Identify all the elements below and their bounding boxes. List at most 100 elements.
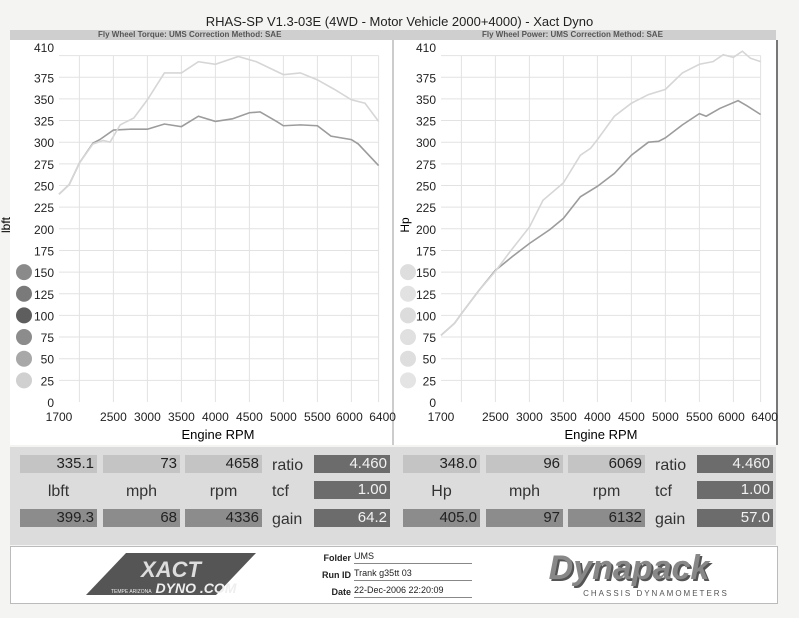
x-tick-label: 5500 [304, 410, 331, 424]
legend-dot [400, 350, 416, 367]
readout-unit-label: lbft [47, 483, 70, 500]
runid-label: Run ID [322, 570, 351, 580]
y-tick-label: 125 [34, 288, 54, 302]
y-tick-label: 325 [34, 115, 54, 129]
ratio-value: 4.460 [697, 455, 773, 473]
y-tick-label: 350 [34, 93, 54, 107]
x-tick-label: 1700 [46, 410, 73, 424]
y-tick-label: 0 [429, 396, 436, 410]
legend-dot [16, 329, 32, 346]
x-tick-label: 4500 [618, 410, 645, 424]
readout-top-value: 6069 [568, 455, 645, 473]
ratio-label: ratio [272, 457, 304, 474]
y-tick-label: 350 [416, 93, 436, 107]
readout-bottom-value: 68 [103, 509, 180, 527]
readout-unit-label: mph [508, 483, 541, 500]
y-tick-label: 175 [34, 244, 54, 258]
y-tick-label: 325 [416, 115, 436, 129]
date-label: Date [331, 587, 351, 597]
legend-dot [400, 372, 416, 389]
y-tick-label: 250 [416, 180, 436, 194]
tcf-label: tcf [272, 483, 289, 500]
y-tick-label: 300 [416, 136, 436, 150]
readout-unit-label: rpm [209, 483, 238, 500]
readout-top-value: 335.1 [20, 455, 97, 473]
gain-label: gain [272, 511, 303, 528]
torque-subtitle: Fly Wheel Torque: UMS Correction Method:… [98, 30, 282, 39]
legend-dot [16, 350, 32, 367]
torque-y-axis-label: lbft [0, 216, 13, 233]
legend-dot [400, 264, 416, 281]
svg-text:TEMPE ARIZONA: TEMPE ARIZONA [111, 589, 152, 595]
y-tick-label: 225 [416, 201, 436, 215]
y-tick-label: 0 [47, 396, 54, 410]
gain-label: gain [655, 511, 686, 528]
y-tick-label: 410 [416, 41, 436, 55]
readout-bottom-value: 4336 [185, 509, 262, 527]
ratio-label: ratio [655, 457, 687, 474]
y-tick-label: 50 [423, 353, 437, 367]
y-tick-label: 100 [416, 309, 436, 323]
x-tick-label: 2500 [482, 410, 509, 424]
torque-x-axis-label: Engine RPM [182, 427, 255, 442]
footer-panel: XACT DYNO .COM TEMPE ARIZONA Folder UMS … [10, 546, 778, 604]
x-tick-label: 4000 [584, 410, 611, 424]
x-tick-label: 5000 [652, 410, 679, 424]
x-tick-label: 4500 [236, 410, 263, 424]
charts-area [10, 40, 778, 445]
y-tick-label: 175 [416, 244, 436, 258]
x-tick-label: 4000 [202, 410, 229, 424]
ratio-value: 4.460 [314, 455, 390, 473]
x-tick-label: 5500 [686, 410, 713, 424]
y-tick-label: 375 [416, 71, 436, 85]
readout-top-value: 96 [486, 455, 563, 473]
x-tick-label: 3500 [550, 410, 577, 424]
y-tick-label: 250 [34, 180, 54, 194]
readout-top-value: 4658 [185, 455, 262, 473]
y-tick-label: 375 [34, 71, 54, 85]
x-tick-label: 6400 [751, 410, 778, 424]
readout-top-value: 73 [103, 455, 180, 473]
power-y-axis-label: Hp [398, 217, 412, 233]
tcf-value: 1.00 [314, 481, 390, 499]
svg-text:XACT: XACT [139, 557, 202, 582]
y-tick-label: 275 [416, 158, 436, 172]
y-tick-label: 75 [423, 331, 437, 345]
y-tick-label: 25 [423, 374, 437, 388]
date-value: 22-Dec-2006 22:20:09 [354, 585, 472, 598]
subtitle-strip [10, 30, 776, 40]
legend-dot [400, 285, 416, 302]
x-tick-label: 6400 [369, 410, 396, 424]
y-tick-label: 150 [416, 266, 436, 280]
legend-dot [16, 264, 32, 281]
x-tick-label: 2500 [100, 410, 127, 424]
legend-dot [400, 329, 416, 346]
readout-bottom-value: 405.0 [403, 509, 480, 527]
y-tick-label: 50 [41, 353, 55, 367]
charts-svg: lbft Engine RPM Hp Engine RPM 0 25 50 75 100… [0, 40, 778, 445]
folder-label: Folder [323, 553, 351, 563]
power-curve-light [440, 50, 761, 336]
readout-bottom-value: 97 [486, 509, 563, 527]
y-tick-label: 300 [34, 136, 54, 150]
torque-curve-dark [58, 111, 380, 195]
power-subtitle: Fly Wheel Power: UMS Correction Method: … [482, 30, 663, 39]
report-title: RHAS-SP V1.3-03E (4WD - Motor Vehicle 20… [205, 14, 594, 29]
runid-value: Trank g35tt 03 [354, 568, 472, 581]
x-tick-label: 6000 [336, 410, 363, 424]
readout-unit-label: mph [125, 483, 158, 500]
torque-curve-light [58, 55, 380, 195]
legend-dot [16, 372, 32, 389]
x-tick-label: 3000 [134, 410, 161, 424]
x-tick-label: 3000 [516, 410, 543, 424]
y-tick-label: 150 [34, 266, 54, 280]
y-tick-label: 100 [34, 309, 54, 323]
y-tick-label: 410 [34, 41, 54, 55]
dynapack-logo: Dynapack [548, 549, 710, 587]
xact-dyno-logo: XACT DYNO .COM TEMPE ARIZONA [86, 553, 256, 596]
tcf-value: 1.00 [697, 481, 773, 499]
x-tick-label: 6000 [718, 410, 745, 424]
readout-bottom-value: 399.3 [20, 509, 97, 527]
x-tick-label: 1700 [428, 410, 455, 424]
readout-top-value: 348.0 [403, 455, 480, 473]
